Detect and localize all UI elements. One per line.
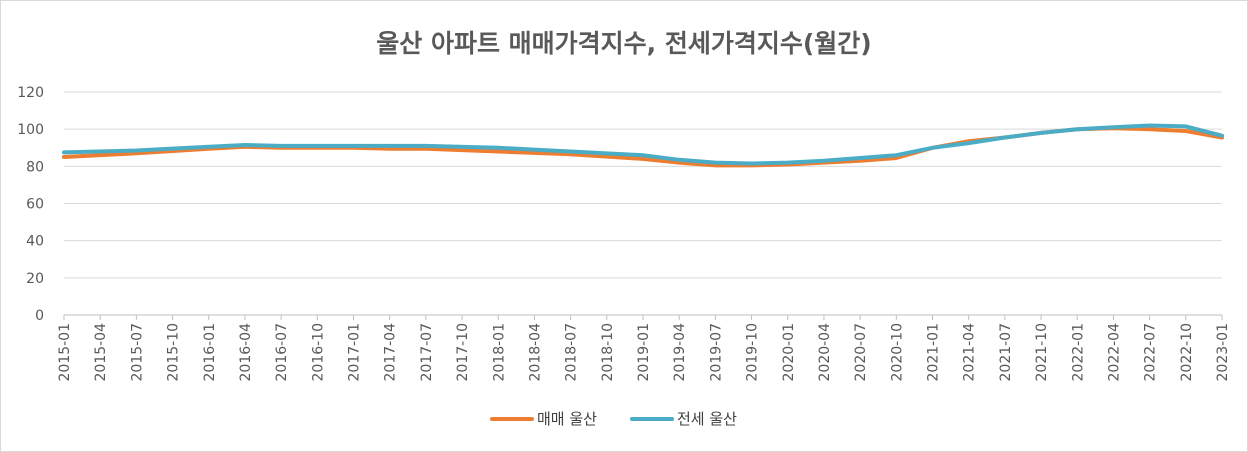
- x-tick-label: 2021-07: [998, 323, 1014, 382]
- x-tick-label: 2019-10: [745, 323, 761, 382]
- x-tick-label: 2020-04: [817, 323, 833, 382]
- x-tick-label: 2016-10: [310, 323, 326, 382]
- x-tick-label: 2022-10: [1179, 323, 1195, 382]
- x-tick-label: 2015-01: [57, 323, 73, 382]
- y-tick-label: 40: [26, 234, 44, 250]
- x-tick-label: 2015-07: [129, 323, 145, 382]
- x-tick-label: 2015-10: [166, 323, 182, 382]
- x-tick-label: 2022-07: [1143, 323, 1159, 382]
- x-tick-label: 2021-10: [1034, 323, 1050, 382]
- series-line-jeonse: [62, 123, 1224, 166]
- y-tick-label: 60: [26, 197, 44, 213]
- x-tick-label: 2018-04: [527, 323, 543, 382]
- legend-label: 전세 울산: [677, 410, 737, 428]
- y-tick-label: 20: [26, 271, 44, 287]
- x-tick-label: 2015-04: [93, 323, 109, 382]
- x-tick-label: 2019-04: [672, 323, 688, 382]
- x-tick-label: 2022-04: [1106, 323, 1122, 382]
- legend-label: 매매 울산: [537, 410, 597, 428]
- x-tick-label: 2017-10: [455, 323, 471, 382]
- x-tick-label: 2020-01: [781, 323, 797, 382]
- x-tick-label: 2016-01: [202, 323, 218, 382]
- x-tick-label: 2018-01: [491, 323, 507, 382]
- x-tick-label: 2016-04: [238, 323, 254, 382]
- chart-title: 울산 아파트 매매가격지수, 전세가격지수(월간): [376, 29, 872, 58]
- x-tick-label: 2016-07: [274, 323, 290, 382]
- x-tick-label: 2021-04: [962, 323, 978, 382]
- x-tick-label: 2017-01: [347, 323, 363, 382]
- x-tick-label: 2019-01: [636, 323, 652, 382]
- x-tick-label: 2021-01: [926, 323, 942, 382]
- x-tick-label: 2017-07: [419, 323, 435, 382]
- y-tick-label: 100: [17, 122, 44, 138]
- x-tick-label: 2020-10: [889, 323, 905, 382]
- x-tick-label: 2019-07: [708, 323, 724, 382]
- x-tick-label: 2022-01: [1070, 323, 1086, 382]
- x-tick-label: 2023-01: [1215, 323, 1231, 382]
- x-tick-label: 2018-10: [600, 323, 616, 382]
- x-tick-label: 2017-04: [383, 323, 399, 382]
- x-tick-label: 2020-07: [853, 323, 869, 382]
- y-tick-label: 120: [17, 85, 44, 101]
- y-tick-label: 0: [35, 308, 44, 324]
- x-tick-label: 2018-07: [564, 323, 580, 382]
- y-tick-label: 80: [26, 159, 44, 175]
